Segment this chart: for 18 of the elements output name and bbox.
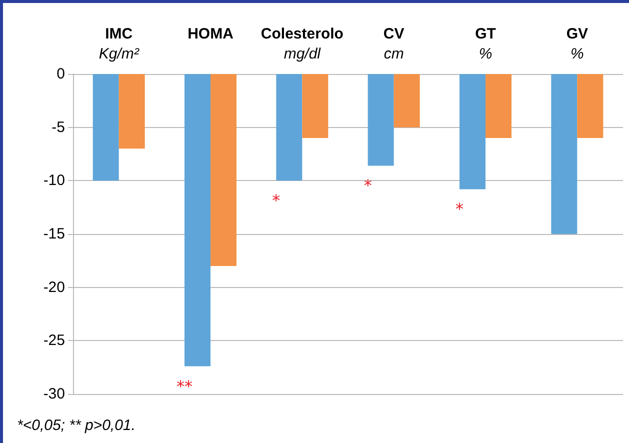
annotation: * (272, 191, 280, 210)
y-tick-label: 0 (56, 66, 65, 82)
annotation: ** (176, 376, 192, 396)
annotation: * (456, 200, 464, 219)
y-tick-label: -30 (43, 386, 65, 402)
x-tick-label: CV cm (383, 26, 404, 62)
x-tick-label: GT % (475, 26, 496, 62)
text: *<0,05; ** p>0,01. (17, 417, 136, 434)
y-tick-label: -15 (43, 226, 65, 242)
annotation: * (364, 176, 372, 196)
x-tick-label: GV % (566, 26, 588, 62)
x-tick-label: Colesterolo mg/dl (260, 26, 344, 62)
y-tick-label: -10 (43, 172, 65, 190)
x-tick-label: IMC Kg/m² (98, 26, 140, 62)
y-tick-label: -20 (43, 278, 65, 296)
y-tick-label: -5 (52, 118, 65, 136)
x-tick-label: HOMA (188, 26, 234, 42)
y-tick-label: -25 (43, 332, 65, 350)
